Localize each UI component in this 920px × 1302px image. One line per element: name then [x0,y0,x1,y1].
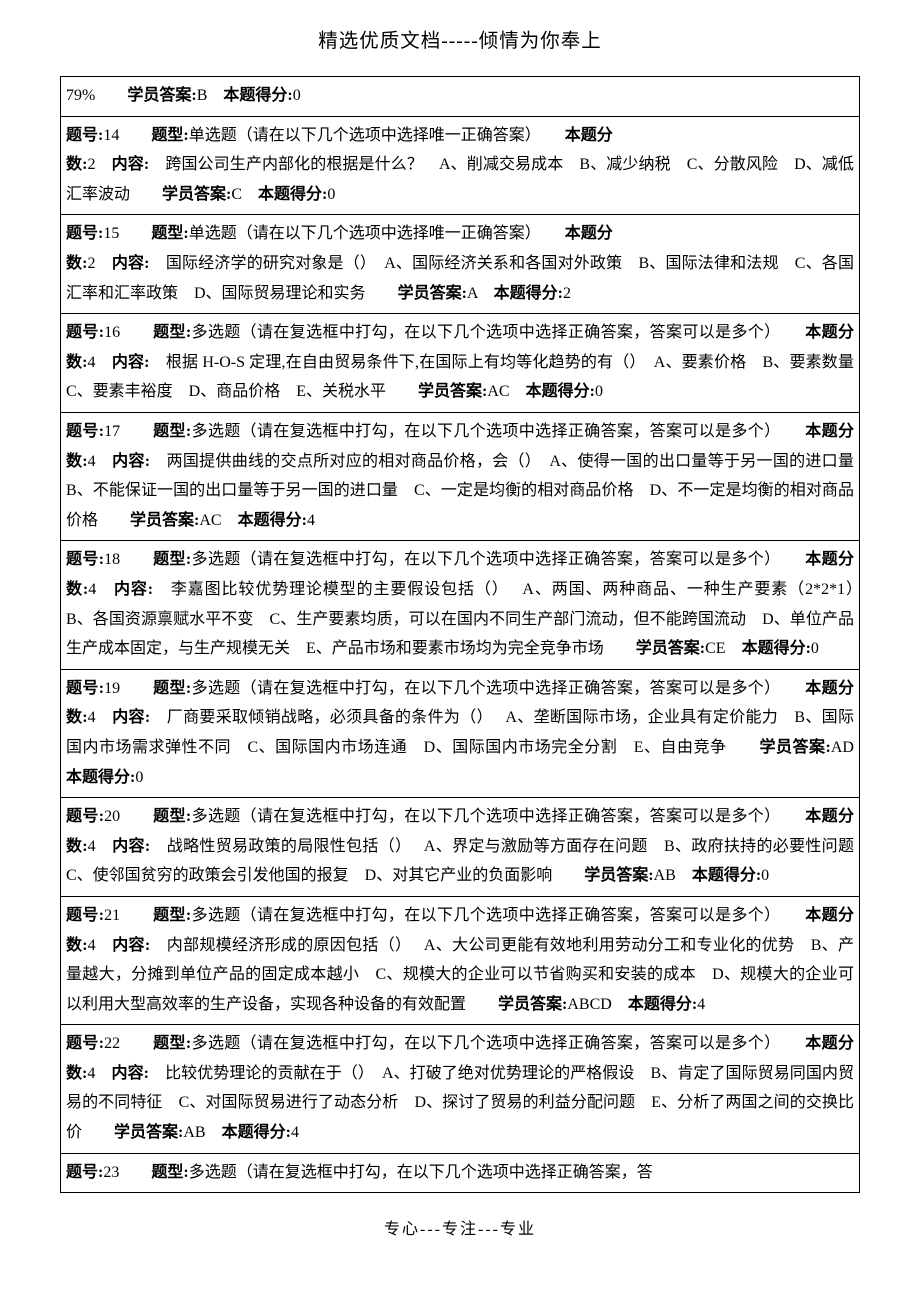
question-cell: 题号:21 题型:多选题（请在复选框中打勾，在以下几个选项中选择正确答案，答案可… [61,896,860,1024]
table-row: 题号:22 题型:多选题（请在复选框中打勾，在以下几个选项中选择正确答案，答案可… [61,1025,860,1153]
question-cell: 79% 学员答案:B 本题得分:0 [61,77,860,117]
question-cell: 题号:14 题型:单选题（请在以下几个选项中选择唯一正确答案） 本题分数:2 内… [61,116,860,215]
table-row: 题号:18 题型:多选题（请在复选框中打勾，在以下几个选项中选择正确答案，答案可… [61,541,860,669]
table-row: 题号:16 题型:多选题（请在复选框中打勾，在以下几个选项中选择正确答案，答案可… [61,314,860,413]
page-header: 精选优质文档-----倾情为你奉上 [60,24,860,60]
question-cell: 题号:23 题型:多选题（请在复选框中打勾，在以下几个选项中选择正确答案，答 [61,1153,860,1193]
table-row: 题号:21 题型:多选题（请在复选框中打勾，在以下几个选项中选择正确答案，答案可… [61,896,860,1024]
table-row: 题号:19 题型:多选题（请在复选框中打勾，在以下几个选项中选择正确答案，答案可… [61,669,860,797]
question-cell: 题号:16 题型:多选题（请在复选框中打勾，在以下几个选项中选择正确答案，答案可… [61,314,860,413]
table-row: 题号:15 题型:单选题（请在以下几个选项中选择唯一正确答案） 本题分数:2 内… [61,215,860,314]
question-cell: 题号:15 题型:单选题（请在以下几个选项中选择唯一正确答案） 本题分数:2 内… [61,215,860,314]
questions-table: 79% 学员答案:B 本题得分:0题号:14 题型:单选题（请在以下几个选项中选… [60,76,860,1193]
table-row: 题号:17 题型:多选题（请在复选框中打勾，在以下几个选项中选择正确答案，答案可… [61,413,860,541]
page-footer: 专心---专注---专业 [60,1215,860,1245]
table-row: 79% 学员答案:B 本题得分:0 [61,77,860,117]
table-row: 题号:14 题型:单选题（请在以下几个选项中选择唯一正确答案） 本题分数:2 内… [61,116,860,215]
question-cell: 题号:22 题型:多选题（请在复选框中打勾，在以下几个选项中选择正确答案，答案可… [61,1025,860,1153]
question-cell: 题号:17 题型:多选题（请在复选框中打勾，在以下几个选项中选择正确答案，答案可… [61,413,860,541]
question-cell: 题号:20 题型:多选题（请在复选框中打勾，在以下几个选项中选择正确答案，答案可… [61,798,860,897]
question-cell: 题号:19 题型:多选题（请在复选框中打勾，在以下几个选项中选择正确答案，答案可… [61,669,860,797]
table-row: 题号:20 题型:多选题（请在复选框中打勾，在以下几个选项中选择正确答案，答案可… [61,798,860,897]
table-row: 题号:23 题型:多选题（请在复选框中打勾，在以下几个选项中选择正确答案，答 [61,1153,860,1193]
question-cell: 题号:18 题型:多选题（请在复选框中打勾，在以下几个选项中选择正确答案，答案可… [61,541,860,669]
